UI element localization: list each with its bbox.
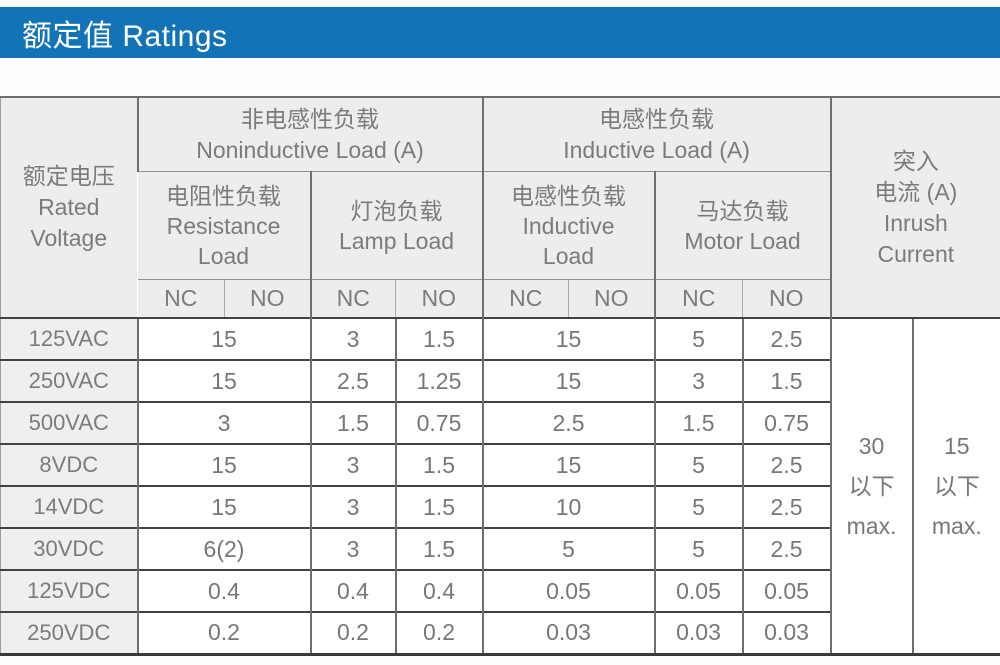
- inductive-load-value: 15: [481, 443, 655, 486]
- lamp-nc-value: 0.2: [309, 611, 396, 654]
- lamp-nc-value: 0.4: [309, 569, 396, 612]
- lamp-no-value: 0.2: [394, 611, 483, 654]
- lamp-no-value: 0.4: [394, 569, 483, 612]
- resistance-load-value: 3: [136, 401, 311, 444]
- lamp-no-value: 1.5: [394, 485, 483, 528]
- rated-voltage-cell: 8VDC: [0, 443, 138, 486]
- inductive-load-group-header: 电感性负载 Inductive Load (A): [481, 96, 831, 172]
- lamp-no-value: 1.5: [394, 317, 483, 360]
- lamp-no-value: 1.5: [394, 527, 483, 570]
- lamp-no-value: 1.5: [394, 443, 483, 486]
- motor-nc-value: 5: [653, 485, 743, 528]
- resistance-load-value: 15: [136, 485, 311, 528]
- motor-nc-value: 5: [653, 317, 743, 360]
- inrush-max-15-cell: 15 以下 max.: [911, 317, 1000, 654]
- motor-nc-header: NC: [653, 279, 743, 318]
- inrush-max-30-cell: 30 以下 max.: [829, 317, 913, 654]
- rated-voltage-cell: 250VAC: [0, 359, 138, 402]
- lamp-nc-value: 2.5: [309, 359, 396, 402]
- resistance-no-header: NO: [224, 279, 311, 318]
- lamp-no-value: 1.25: [394, 359, 483, 402]
- rated-voltage-cell: 125VAC: [0, 317, 138, 360]
- motor-nc-value: 1.5: [653, 401, 743, 444]
- lamp-no-value: 0.75: [394, 401, 483, 444]
- lamp-nc-value: 3: [309, 317, 396, 360]
- table-row: 500VAC 3 1.5 0.75 2.5 1.5 0.75: [0, 401, 1000, 444]
- motor-nc-value: 5: [653, 443, 743, 486]
- lamp-no-header: NO: [394, 279, 483, 318]
- motor-no-value: 2.5: [741, 485, 831, 528]
- resistance-load-value: 15: [136, 317, 311, 360]
- resistance-load-value: 0.4: [136, 569, 311, 612]
- motor-load-header: 马达负载 Motor Load: [653, 171, 831, 280]
- resistance-load-value: 15: [136, 359, 311, 402]
- motor-no-value: 2.5: [741, 527, 831, 570]
- resistance-load-header: 电阻性负载 Resistance Load: [137, 171, 311, 280]
- rated-voltage-cell: 500VAC: [0, 401, 138, 444]
- inductive-load-header: 电感性负载 Inductive Load: [481, 171, 655, 280]
- lamp-load-header: 灯泡负载 Lamp Load: [309, 171, 483, 280]
- table-row: 250VDC 0.2 0.2 0.2 0.03 0.03 0.03: [0, 611, 1000, 654]
- inductive-load-value: 15: [481, 359, 655, 402]
- lamp-nc-value: 3: [309, 443, 396, 486]
- table-row: 125VDC 0.4 0.4 0.4 0.05 0.05 0.05: [0, 569, 1000, 612]
- lamp-nc-value: 1.5: [309, 401, 396, 444]
- inrush-current-header: 突入 电流 (A) Inrush Current: [829, 96, 1000, 318]
- motor-nc-value: 3: [653, 359, 743, 402]
- table-row: 30VDC 6(2) 3 1.5 5 5 2.5: [0, 527, 1000, 570]
- rated-voltage-header: 额定电压 Rated Voltage: [0, 96, 138, 318]
- motor-no-value: 0.05: [741, 569, 831, 612]
- motor-nc-value: 5: [653, 527, 743, 570]
- table-row: 125VAC 15 3 1.5 15 5 2.5 30 以下 max. 15 以…: [0, 317, 1000, 654]
- table-row: 8VDC 15 3 1.5 15 5 2.5: [0, 443, 1000, 486]
- lamp-nc-value: 3: [309, 485, 396, 528]
- lamp-nc-header: NC: [309, 279, 396, 318]
- inductive-nc-header: NC: [481, 279, 569, 318]
- rated-voltage-cell: 30VDC: [0, 527, 138, 570]
- resistance-load-value: 6(2): [136, 527, 311, 570]
- rated-voltage-cell: 250VDC: [0, 611, 138, 654]
- inductive-load-value: 2.5: [481, 401, 655, 444]
- title-bar: 额定值 Ratings: [0, 7, 1000, 58]
- motor-no-header: NO: [742, 279, 831, 318]
- table-row: 14VDC 15 3 1.5 10 5 2.5: [0, 485, 1000, 528]
- resistance-load-value: 15: [136, 443, 311, 486]
- ratings-table: 额定电压 Rated Voltage 非电感性负载 Noninductive L…: [0, 96, 1000, 656]
- table-row: 250VAC 15 2.5 1.25 15 3 1.5: [0, 359, 1000, 402]
- rated-voltage-cell: 125VDC: [0, 569, 138, 612]
- motor-nc-value: 0.05: [653, 569, 743, 612]
- inductive-load-value: 5: [481, 527, 655, 570]
- motor-no-value: 0.03: [741, 611, 831, 654]
- motor-nc-value: 0.03: [653, 611, 743, 654]
- lamp-nc-value: 3: [309, 527, 396, 570]
- noninductive-load-group-header: 非电感性负载 Noninductive Load (A): [136, 96, 483, 172]
- motor-no-value: 2.5: [741, 317, 831, 360]
- inductive-load-value: 10: [481, 485, 655, 528]
- page-title: 额定值 Ratings: [22, 19, 228, 53]
- motor-no-value: 0.75: [741, 401, 831, 444]
- motor-no-value: 2.5: [741, 443, 831, 486]
- inductive-load-value: 0.03: [481, 611, 655, 654]
- motor-no-value: 1.5: [741, 359, 831, 402]
- resistance-load-value: 0.2: [136, 611, 311, 654]
- rated-voltage-cell: 14VDC: [0, 485, 138, 528]
- inductive-load-value: 0.05: [481, 569, 655, 612]
- resistance-nc-header: NC: [137, 279, 225, 318]
- inductive-no-header: NO: [568, 279, 655, 318]
- inductive-load-value: 15: [481, 317, 655, 360]
